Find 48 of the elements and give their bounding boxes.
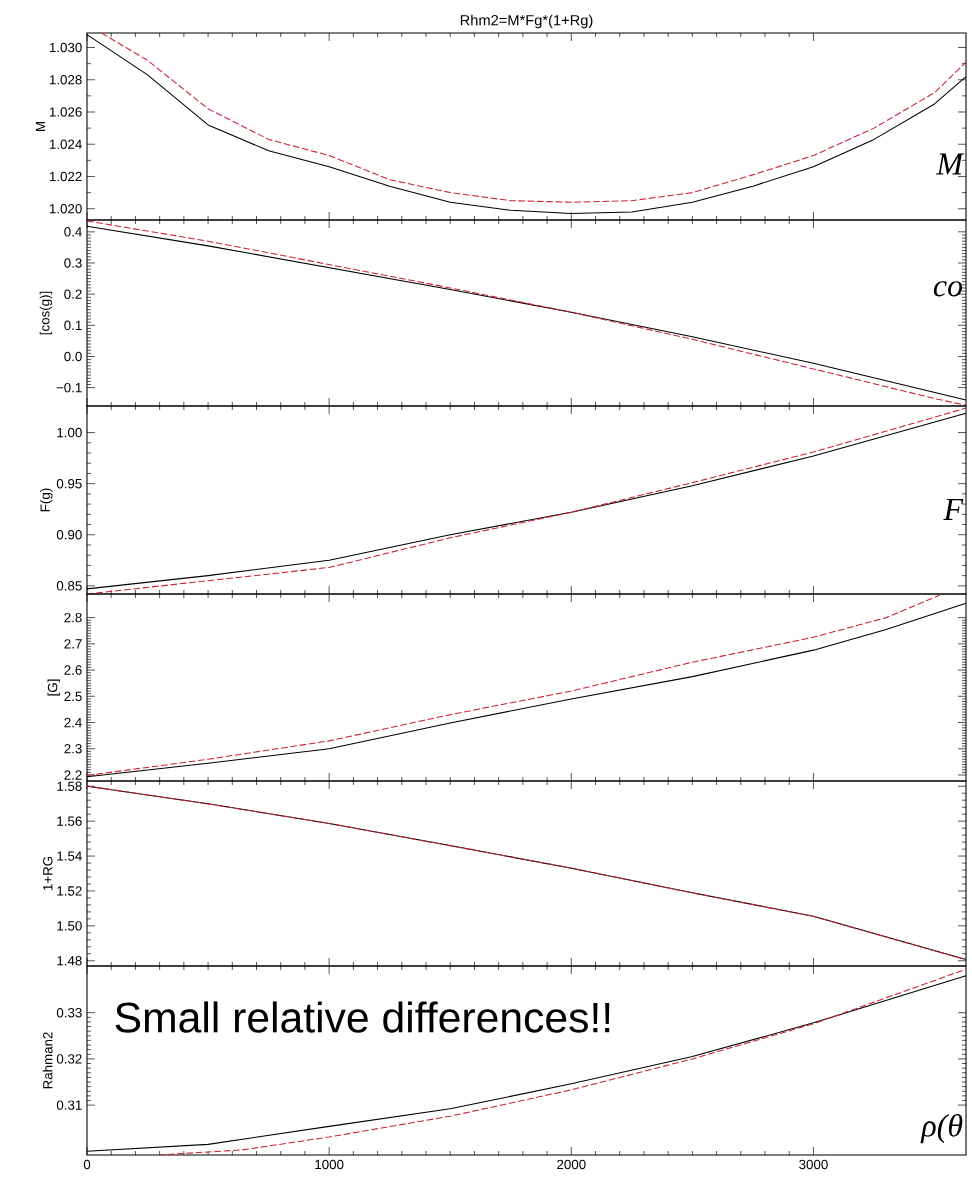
y-tick-label: −0.1 <box>56 382 82 393</box>
y-tick-label: 1.026 <box>49 107 82 117</box>
y-tick-label: 2.2 <box>64 770 82 780</box>
x-tick-label: 3000 <box>799 1159 828 1170</box>
y-tick-label: 1.52 <box>57 886 82 896</box>
chart-title: Rhm2=M*Fg*(1+Rg) <box>460 14 593 29</box>
y-tick-label: 1.030 <box>49 42 82 53</box>
y-tick-label: 1.024 <box>49 139 82 149</box>
y-tick-label: 1.028 <box>49 75 82 85</box>
y-tick-label: 0.3 <box>64 258 82 268</box>
y-tick-label: 0.31 <box>56 1100 82 1110</box>
y-tick-label: 0.90 <box>56 530 82 540</box>
y-tick-label: 0.32 <box>56 1054 82 1064</box>
annotation: M <box>936 153 965 175</box>
y-tick-label: 2.3 <box>64 744 82 754</box>
y-tick-label: 0.95 <box>56 478 82 489</box>
annotation: ρ(θ <box>920 1113 963 1144</box>
y-tick-label: 0.1 <box>64 320 82 331</box>
annotation: co <box>933 281 963 297</box>
y-axis-title: [cos(g)] <box>39 291 53 335</box>
x-tick-label: 0 <box>83 1159 91 1170</box>
y-tick-label: 2.4 <box>64 717 82 728</box>
y-tick-label: 1.50 <box>57 921 82 931</box>
y-axis-title: 1+RG <box>43 856 53 891</box>
y-tick-label: 1.00 <box>57 427 82 438</box>
y-tick-label: 1.020 <box>49 204 82 214</box>
y-tick-label: 0.85 <box>56 581 82 591</box>
annotation: Small relative differences!! <box>115 1001 610 1033</box>
y-tick-label: 1.58 <box>57 781 82 791</box>
y-tick-label: 0.2 <box>64 289 82 299</box>
y-tick-label: 0.33 <box>56 1007 82 1018</box>
x-tick-label: 1000 <box>315 1159 344 1170</box>
y-tick-label: 2.7 <box>64 639 82 649</box>
annotation: F <box>943 498 964 520</box>
y-tick-label: 1.48 <box>57 956 82 966</box>
y-tick-label: 1.022 <box>49 171 82 182</box>
y-tick-label: 2.6 <box>64 665 82 675</box>
y-tick-label: 2.8 <box>64 612 82 623</box>
x-tick-label: 2000 <box>557 1159 586 1170</box>
y-tick-label: 0.0 <box>64 351 82 362</box>
y-tick-label: 1.54 <box>57 851 82 861</box>
y-axis-title: Rahman2 <box>42 1032 53 1089</box>
y-axis-title: M <box>35 122 46 131</box>
y-axis-title: F(g) <box>40 488 53 512</box>
y-tick-label: 2.5 <box>64 691 82 702</box>
y-axis-title: [G] <box>47 679 60 696</box>
y-tick-label: 1.56 <box>57 816 82 826</box>
y-tick-label: 0.4 <box>64 227 82 237</box>
